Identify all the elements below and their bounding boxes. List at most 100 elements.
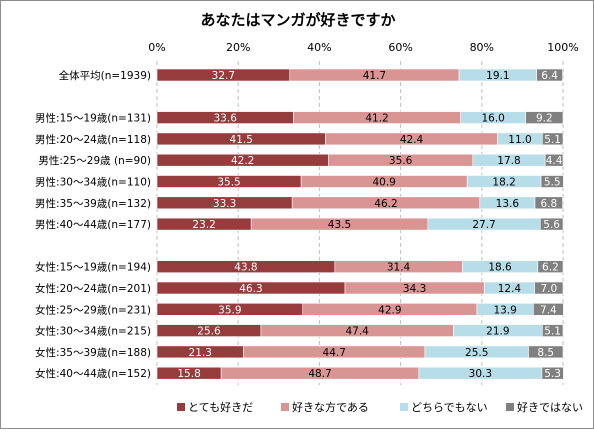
data-labels: 32.7 41.7 19.1 6.4 33.6 41.2 16.0 9.2 41.5 42.4 11… — [177, 70, 562, 380]
x-tick-label: 80% — [470, 41, 494, 54]
data-label: 43.5 — [328, 219, 351, 231]
x-axis-ticks: 0% 20% 40% 60% 80% 100% — [148, 41, 578, 54]
bar-segment — [541, 366, 564, 380]
category-label: 女性:25～29歳(n=231) — [35, 303, 151, 316]
legend-swatch — [400, 403, 408, 411]
data-label: 42.2 — [231, 155, 254, 167]
data-label: 35.9 — [218, 304, 241, 316]
data-label: 6.2 — [542, 262, 559, 274]
data-label: 4.4 — [546, 155, 563, 167]
bar-segment — [537, 260, 564, 274]
data-label: 13.9 — [493, 304, 516, 316]
legend-swatch — [281, 403, 289, 411]
data-label: 21.3 — [189, 347, 212, 359]
category-label: 男性:25～29歳 (n=90) — [38, 154, 151, 167]
data-label: 42.4 — [400, 134, 424, 146]
data-label: 16.0 — [481, 113, 504, 125]
data-label: 34.3 — [403, 283, 426, 295]
category-label: 男性:15～19歳(n=131) — [35, 112, 151, 125]
bar-segment — [534, 281, 564, 295]
data-label: 31.4 — [387, 262, 411, 274]
legend-label: 好きではない — [517, 400, 583, 414]
bars — [156, 68, 564, 380]
data-label: 33.6 — [214, 113, 238, 125]
category-label: 女性:35～39歳(n=188) — [35, 346, 151, 359]
data-label: 35.6 — [389, 155, 413, 167]
category-label: 女性:30～34歳(n=215) — [35, 325, 151, 338]
data-label: 44.7 — [323, 347, 346, 359]
legend-swatch — [506, 403, 514, 411]
data-label: 5.1 — [544, 326, 561, 338]
data-label: 18.6 — [488, 262, 512, 274]
bar-segment — [533, 302, 564, 316]
data-label: 6.4 — [541, 70, 558, 82]
data-label: 12.4 — [498, 283, 522, 295]
data-label: 46.3 — [239, 283, 262, 295]
category-label: 女性:15～19歳(n=194) — [35, 261, 151, 274]
x-tick-label: 20% — [226, 41, 250, 54]
data-label: 5.6 — [543, 219, 560, 231]
bar-segment — [536, 68, 563, 82]
data-label: 15.8 — [177, 368, 200, 380]
data-label: 7.0 — [540, 283, 557, 295]
data-label: 9.2 — [536, 113, 553, 125]
data-label: 5.1 — [544, 134, 561, 146]
category-label: 男性:35～39歳(n=132) — [35, 197, 151, 210]
data-label: 47.4 — [345, 326, 369, 338]
data-label: 32.7 — [212, 70, 235, 82]
data-label: 30.3 — [469, 368, 492, 380]
legend-label: とても好きだ — [188, 400, 253, 414]
data-label: 25.5 — [465, 347, 488, 359]
data-label: 8.5 — [537, 347, 554, 359]
data-label: 41.5 — [230, 134, 253, 146]
category-label: 男性:40～44歳(n=177) — [35, 218, 151, 231]
data-label: 41.2 — [365, 113, 388, 125]
chart-title: あなたはマンガが好きですか — [200, 11, 395, 29]
legend: とても好きだ 好きな方である どちらでもない 好きではない — [177, 400, 583, 414]
bar-segment — [528, 345, 564, 359]
data-label: 46.2 — [374, 198, 397, 210]
data-label: 41.7 — [363, 70, 386, 82]
bar-segment — [544, 153, 564, 167]
x-tick-label: 40% — [307, 41, 331, 54]
data-label: 42.9 — [378, 304, 401, 316]
data-label: 23.2 — [192, 219, 215, 231]
x-tick-label: 60% — [388, 41, 412, 54]
data-label: 11.0 — [508, 134, 531, 146]
category-label: 男性:30～34歳(n=110) — [35, 176, 151, 189]
data-label: 35.5 — [217, 177, 240, 189]
data-label: 33.3 — [213, 198, 236, 210]
data-label: 6.8 — [540, 198, 557, 210]
data-label: 13.6 — [496, 198, 520, 210]
bar-segment — [534, 196, 563, 210]
x-tick-label: 100% — [547, 41, 578, 54]
bar-segment — [540, 175, 564, 188]
data-label: 5.3 — [544, 368, 561, 380]
x-tick-label: 0% — [148, 41, 165, 54]
legend-swatch — [177, 403, 185, 411]
data-label: 18.2 — [492, 177, 515, 189]
data-label: 25.6 — [197, 326, 221, 338]
data-label: 7.4 — [540, 304, 557, 316]
data-label: 43.8 — [234, 262, 257, 274]
bar-segment — [539, 217, 564, 231]
bar-segment — [541, 132, 564, 146]
data-label: 40.9 — [372, 177, 395, 189]
bar-segment — [525, 111, 564, 124]
data-label: 27.7 — [472, 219, 495, 231]
category-label: 女性:40～44歳(n=152) — [35, 367, 151, 380]
data-label: 5.5 — [544, 177, 561, 189]
category-labels: 全体平均(n=1939) 男性:15～19歳(n=131) 男性:20～24歳(n=… — [35, 69, 151, 380]
legend-label: 好きな方である — [292, 400, 369, 414]
data-label: 48.7 — [308, 368, 331, 380]
data-label: 21.9 — [486, 326, 509, 338]
data-label: 17.8 — [497, 155, 520, 167]
data-label: 19.1 — [486, 70, 509, 82]
category-label: 女性:20～24歳(n=201) — [35, 282, 151, 295]
category-label: 男性:20～24歳(n=118) — [35, 133, 151, 146]
bar-segment — [541, 324, 564, 337]
legend-label: どちらでもない — [411, 401, 488, 414]
category-label: 全体平均(n=1939) — [59, 69, 151, 82]
